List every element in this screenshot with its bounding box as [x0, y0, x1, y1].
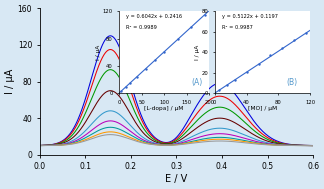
Y-axis label: I / μA: I / μA	[5, 69, 15, 94]
X-axis label: E / V: E / V	[165, 174, 188, 184]
